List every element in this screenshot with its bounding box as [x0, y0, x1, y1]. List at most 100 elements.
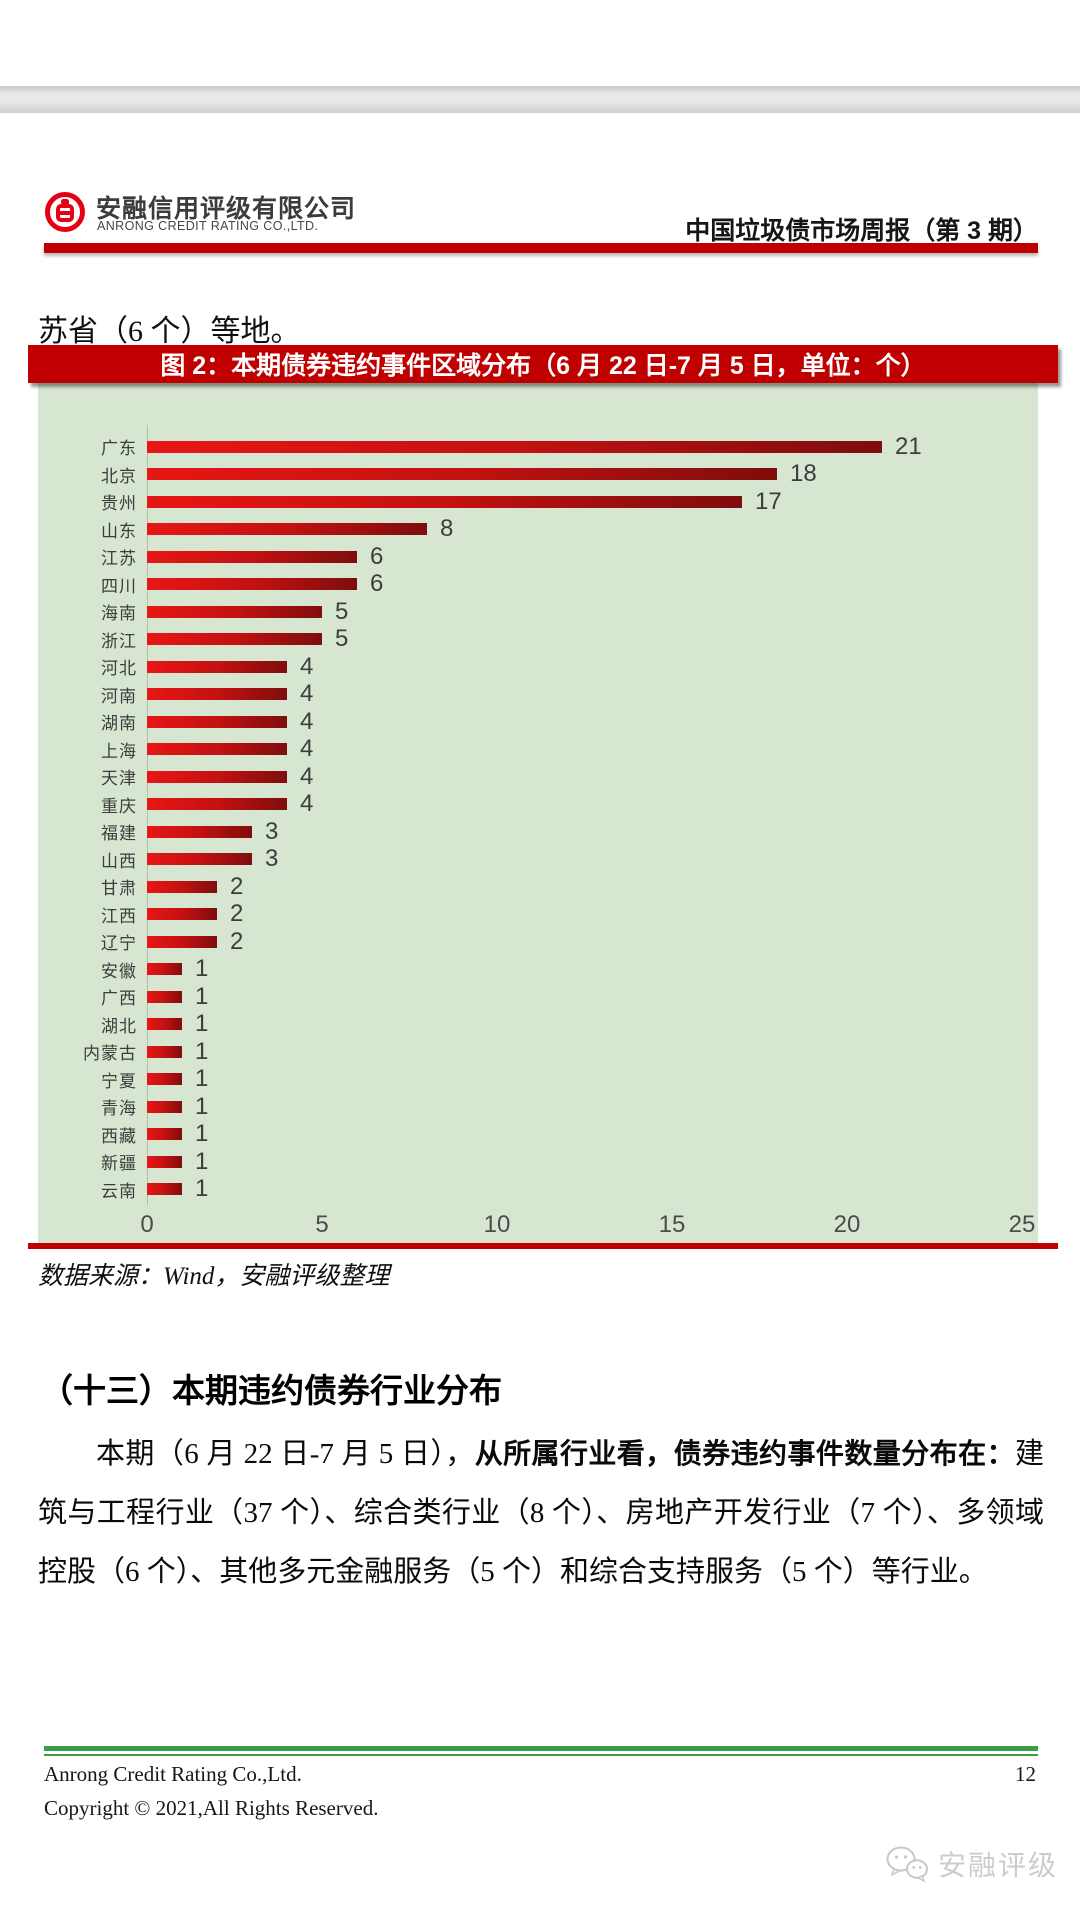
chart-row: 江苏 6	[38, 543, 1038, 571]
bar	[147, 633, 322, 646]
bar-value: 4	[300, 680, 314, 708]
footer-company: Anrong Credit Rating Co.,Ltd.	[44, 1762, 302, 1786]
bar-value: 17	[755, 487, 782, 515]
bar-value: 1	[195, 1065, 209, 1093]
chart-row: 浙江 5	[38, 625, 1038, 654]
chart-row: 山西 3	[38, 845, 1038, 874]
province-label: 青海	[101, 1099, 137, 1119]
figure-title-bar: 图 2：本期债券违约事件区域分布（6 月 22 日-7 月 5 日，单位：个）	[28, 345, 1058, 383]
bar-value: 2	[230, 900, 244, 928]
province-label: 宁夏	[101, 1071, 137, 1091]
province-label: 江西	[101, 906, 137, 926]
bar-value: 1	[195, 1037, 209, 1065]
bar-value: 8	[440, 515, 454, 543]
footer-copyright: Copyright © 2021,All Rights Reserved.	[44, 1796, 379, 1820]
paragraph-normal-2: 建筑与工程行业（37 个）、综合类行业（8 个）、房地产开发行业（7 个）、多领…	[38, 1438, 1044, 1588]
bar	[147, 1045, 182, 1058]
chart-row: 河南 4	[38, 680, 1038, 709]
province-label: 天津	[101, 769, 137, 789]
figure-bottom-rule	[28, 1243, 1058, 1249]
chart-row: 宁夏 1	[38, 1065, 1038, 1094]
province-label: 广西	[101, 989, 137, 1009]
x-tick-label: 25	[1008, 1211, 1036, 1238]
bar	[147, 935, 217, 948]
chart-row: 广东 21	[38, 433, 1038, 461]
bar	[147, 523, 427, 536]
bar	[147, 798, 287, 811]
chart-area: 广东 21 北京 18 贵州 17 山东 8 江苏 6 四川 6 海南 5 浙江 5 河北 4 河南 4 湖南 4 上海 4 天…	[38, 383, 1038, 1243]
figure-container: 图 2：本期债券违约事件区域分布（6 月 22 日-7 月 5 日，单位：个） …	[28, 345, 1058, 1249]
bar	[147, 440, 882, 453]
chart-row: 湖南 4	[38, 708, 1038, 736]
province-label: 辽宁	[101, 934, 137, 954]
province-label: 北京	[101, 466, 137, 486]
bar-value: 4	[300, 652, 314, 680]
chart-row: 重庆 4	[38, 790, 1038, 819]
province-label: 新疆	[101, 1154, 137, 1174]
bar-value: 5	[335, 597, 349, 625]
bar	[147, 963, 182, 976]
chart-row: 福建 3	[38, 818, 1038, 846]
province-label: 四川	[101, 576, 137, 596]
bar	[147, 605, 322, 618]
bar	[147, 908, 217, 921]
bar-value: 2	[230, 927, 244, 955]
bar-value: 4	[300, 707, 314, 735]
bar	[147, 688, 287, 701]
bar	[147, 578, 357, 591]
page-separator-band	[0, 86, 1080, 113]
anrong-logo-icon	[45, 192, 85, 232]
chart-row: 贵州 17	[38, 488, 1038, 516]
x-tick-label: 0	[140, 1211, 154, 1238]
chart-row: 山东 8	[38, 515, 1038, 544]
chart-row: 北京 18	[38, 460, 1038, 489]
bar-value: 18	[790, 460, 817, 488]
bar-value: 1	[195, 982, 209, 1010]
chart-row: 上海 4	[38, 735, 1038, 764]
paragraph-normal-1: 本期（6 月 22 日-7 月 5 日），	[96, 1438, 475, 1470]
bar	[147, 495, 742, 508]
province-label: 上海	[101, 741, 137, 761]
bar-value: 3	[265, 845, 279, 873]
footer-rule	[44, 1746, 1038, 1756]
logo-name-cn: 安融信用评级有限公司	[96, 195, 357, 223]
bar-value: 4	[300, 790, 314, 818]
province-label: 云南	[101, 1181, 137, 1201]
bar-value: 6	[370, 570, 384, 598]
bar	[147, 1128, 182, 1141]
chart-row: 海南 5	[38, 598, 1038, 626]
province-label: 甘肃	[101, 879, 137, 899]
x-tick-label: 15	[658, 1211, 686, 1238]
figure-title: 图 2：本期债券违约事件区域分布（6 月 22 日-7 月 5 日，单位：个）	[160, 352, 926, 380]
x-axis-labels: 0 5 10 15 20 25	[38, 1211, 1038, 1241]
bar-value: 1	[195, 1175, 209, 1203]
watermark: 安融评级	[884, 1844, 1058, 1884]
bar	[147, 1073, 182, 1086]
watermark-text: 安融评级	[938, 1850, 1059, 1881]
bar-value: 1	[195, 1120, 209, 1148]
bar	[147, 1155, 182, 1168]
page-number: 12	[1015, 1762, 1036, 1786]
paragraph-bold: 从所属行业看，债券违约事件数量分布在：	[474, 1438, 1015, 1469]
bar-value: 4	[300, 762, 314, 790]
x-tick-label: 5	[315, 1211, 329, 1238]
bar	[147, 660, 287, 673]
data-source-note: 数据来源：Wind，安融评级整理	[38, 1263, 390, 1290]
y-axis-line	[147, 425, 148, 1205]
bar	[147, 468, 777, 481]
province-label: 浙江	[101, 631, 137, 651]
bar-value: 4	[300, 735, 314, 763]
chart-row: 广西 1	[38, 983, 1038, 1011]
bar	[147, 1018, 182, 1031]
x-tick-label: 20	[833, 1211, 861, 1238]
bar	[147, 1183, 182, 1196]
chart-row: 河北 4	[38, 653, 1038, 681]
bar-value: 21	[895, 432, 922, 460]
chart-row: 江西 2	[38, 900, 1038, 929]
intro-text: 苏省（6 个）等地。	[38, 315, 301, 348]
chart-row: 湖北 1	[38, 1010, 1038, 1039]
province-label: 重庆	[101, 796, 137, 816]
chart-row: 辽宁 2	[38, 928, 1038, 956]
bar-value: 1	[195, 1092, 209, 1120]
